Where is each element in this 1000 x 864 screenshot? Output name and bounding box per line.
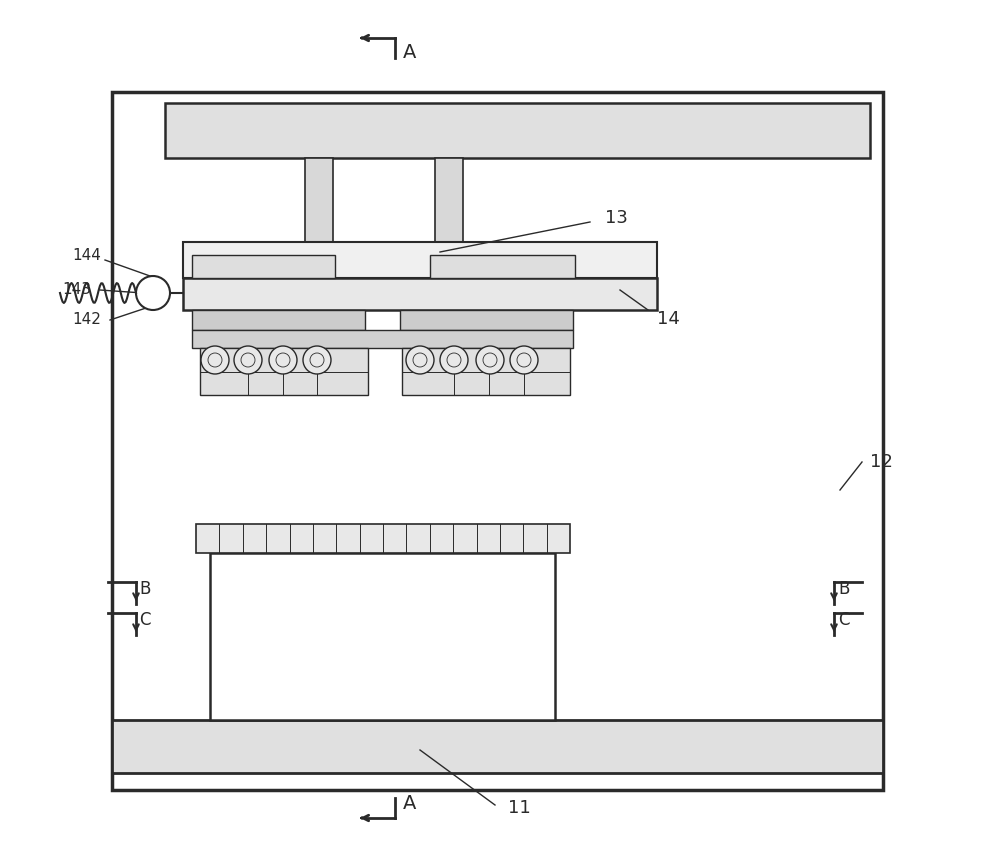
- Bar: [430, 255, 575, 278]
- Bar: [192, 310, 365, 330]
- Circle shape: [510, 346, 538, 374]
- Text: B: B: [139, 580, 150, 598]
- Circle shape: [201, 346, 229, 374]
- Circle shape: [440, 346, 468, 374]
- Text: B: B: [838, 580, 849, 598]
- Text: C: C: [139, 611, 150, 629]
- Bar: [400, 310, 573, 330]
- Circle shape: [406, 346, 434, 374]
- Bar: [305, 158, 333, 255]
- Bar: [183, 278, 657, 310]
- Text: A: A: [403, 794, 416, 813]
- Circle shape: [476, 346, 504, 374]
- Text: C: C: [838, 611, 850, 629]
- Text: 142: 142: [72, 313, 101, 327]
- Bar: [183, 242, 657, 278]
- Bar: [200, 348, 368, 395]
- Text: 11: 11: [508, 799, 531, 817]
- Bar: [210, 553, 555, 720]
- Bar: [402, 348, 570, 395]
- Circle shape: [234, 346, 262, 374]
- Bar: [112, 92, 883, 790]
- Bar: [165, 103, 870, 158]
- Text: A: A: [403, 43, 416, 62]
- Circle shape: [269, 346, 297, 374]
- Circle shape: [136, 276, 170, 310]
- Bar: [435, 158, 463, 255]
- Text: 13: 13: [605, 209, 628, 227]
- Text: 144: 144: [72, 247, 101, 263]
- Circle shape: [303, 346, 331, 374]
- Text: 143: 143: [62, 283, 91, 297]
- Text: 12: 12: [870, 453, 893, 471]
- Bar: [112, 720, 883, 773]
- Bar: [192, 255, 335, 278]
- Bar: [192, 330, 573, 348]
- Bar: [196, 524, 570, 553]
- Text: 14: 14: [657, 310, 680, 328]
